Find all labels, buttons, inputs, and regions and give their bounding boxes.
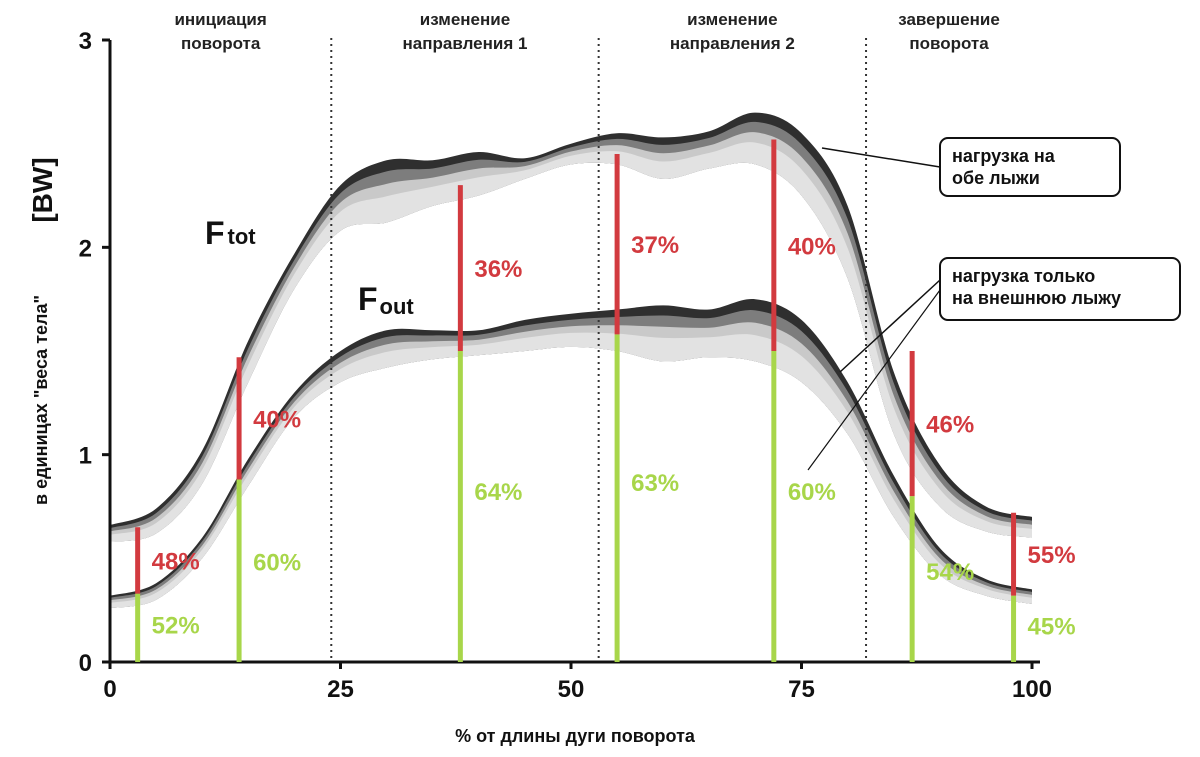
callout-text-1-line-1: на внешнюю лыжу	[952, 288, 1121, 308]
phase-label-0-line-0: инициация	[174, 10, 266, 29]
phase-label-2-line-0: изменение	[687, 10, 777, 29]
y-tick-label-3: 3	[79, 28, 92, 55]
phase-label-2-line-1: направления 2	[670, 34, 795, 53]
y-tick-label-1: 1	[79, 443, 92, 470]
callout-box-1	[939, 257, 1181, 321]
tick-labels: 0 25 50 75 100 0 1 2 3	[79, 28, 1052, 703]
y-axis-title: в единицах "веса тела"	[31, 295, 51, 505]
marker-inner-pct-1: 60%	[253, 550, 301, 577]
band-series-0-layer-3	[110, 142, 1032, 542]
series-label-fout: Fout	[358, 281, 414, 319]
marker-outer-pct-5: 46%	[926, 412, 974, 439]
marker-outer-pct-2: 36%	[474, 256, 522, 283]
x-tick-label-4: 100	[1012, 676, 1052, 703]
x-tick-label-1: 25	[327, 676, 354, 703]
series-label-fout-sub: out	[380, 294, 415, 319]
phase-labels: инициация поворота изменение направления 1 и…	[174, 10, 999, 53]
phase-label-1-line-1: направления 1	[403, 34, 528, 53]
phase-label-3-line-0: завершение	[898, 10, 1000, 29]
callout-text-0-line-1: обе лыжи	[952, 168, 1040, 188]
phase-label-0-line-1: поворота	[181, 34, 261, 53]
y-axis-unit: [BW]	[27, 157, 58, 222]
callout-leader-1	[839, 279, 941, 373]
marker-outer-pct-6: 55%	[1028, 542, 1076, 569]
axis-titles: % от длины дуги поворота в единицах "вес…	[27, 157, 696, 746]
y-tick-label-0: 0	[79, 650, 92, 677]
callout-leader-1-b	[807, 289, 941, 471]
marker-outer-pct-4: 40%	[788, 233, 836, 260]
marker-inner-pct-5: 54%	[926, 559, 974, 586]
phase-boundaries	[330, 38, 868, 662]
marker-outer-pct-0: 48%	[152, 548, 200, 575]
x-axis-title: % от длины дуги поворота	[455, 726, 696, 746]
marker-inner-pct-2: 64%	[474, 479, 522, 506]
load-markers: 48% 52% 40% 60% 36% 64% 37% 63% 40% 60% 46% 54% 55% 4…	[135, 139, 1076, 662]
force-bands	[110, 112, 1032, 609]
series-label-ftot-sub: tot	[228, 224, 257, 249]
x-tick-label-3: 75	[788, 676, 815, 703]
callout-text-0-line-0: нагрузка на	[952, 146, 1056, 166]
callout-leader-0	[821, 147, 941, 168]
marker-inner-pct-0: 52%	[152, 612, 200, 639]
marker-outer-pct-3: 37%	[631, 232, 679, 259]
phase-label-1-line-0: изменение	[420, 10, 510, 29]
marker-outer-pct-1: 40%	[253, 406, 301, 433]
series-label-ftot-main: F	[205, 215, 225, 251]
y-tick-label-2: 2	[79, 235, 92, 262]
axes	[108, 40, 1040, 664]
marker-inner-pct-3: 63%	[631, 470, 679, 497]
callout-text-1-line-0: нагрузка только	[952, 266, 1095, 286]
phase-label-3-line-1: поворота	[909, 34, 989, 53]
x-tick-label-0: 0	[103, 676, 116, 703]
marker-inner-pct-4: 60%	[788, 479, 836, 506]
x-tick-label-2: 50	[558, 676, 585, 703]
marker-inner-pct-6: 45%	[1028, 614, 1076, 641]
callout-box-0	[939, 137, 1121, 197]
series-label-fout-main: F	[358, 281, 378, 317]
